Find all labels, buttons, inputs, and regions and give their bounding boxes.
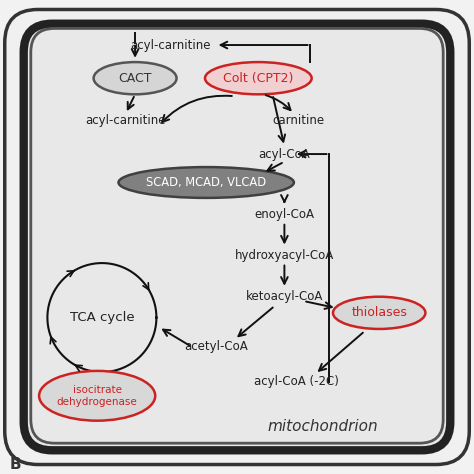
Text: CACT: CACT	[118, 72, 152, 85]
Text: isocitrate
dehydrogenase: isocitrate dehydrogenase	[57, 384, 137, 407]
Text: ketoacyl-CoA: ketoacyl-CoA	[246, 290, 323, 303]
Ellipse shape	[39, 371, 155, 421]
FancyBboxPatch shape	[24, 24, 450, 450]
Text: acyl-carnitine: acyl-carnitine	[85, 114, 166, 128]
Ellipse shape	[118, 167, 294, 198]
Text: TCA cycle: TCA cycle	[70, 311, 134, 324]
Text: acyl-CoA (-2C): acyl-CoA (-2C)	[254, 375, 339, 388]
Text: acyl-CoA: acyl-CoA	[258, 147, 310, 161]
Text: thiolases: thiolases	[351, 306, 407, 319]
Text: Colt (CPT2): Colt (CPT2)	[223, 72, 293, 85]
Text: B: B	[9, 456, 21, 472]
Text: carnitine: carnitine	[273, 114, 325, 128]
FancyBboxPatch shape	[5, 9, 469, 465]
Ellipse shape	[205, 62, 312, 94]
Text: SCAD, MCAD, VLCAD: SCAD, MCAD, VLCAD	[146, 176, 266, 189]
Ellipse shape	[93, 62, 176, 94]
Text: hydroxyacyl-CoA: hydroxyacyl-CoA	[235, 248, 334, 262]
Text: mitochondrion: mitochondrion	[267, 419, 378, 434]
Ellipse shape	[333, 297, 426, 329]
Text: acyl-carnitine: acyl-carnitine	[130, 38, 211, 52]
Text: enoyl-CoA: enoyl-CoA	[255, 208, 314, 221]
Text: acetyl-CoA: acetyl-CoA	[184, 340, 247, 354]
